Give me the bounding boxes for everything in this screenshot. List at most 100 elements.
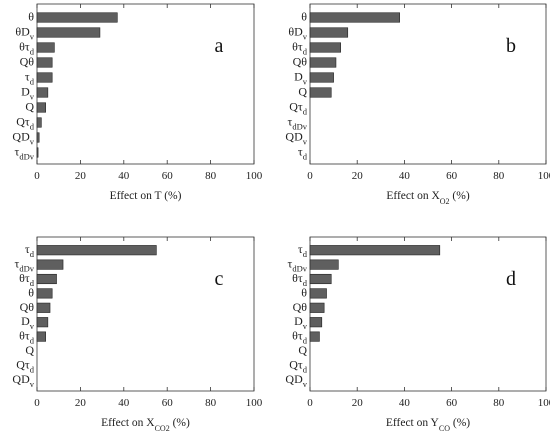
bar [309, 72, 334, 83]
plot-frame [309, 3, 547, 165]
category-label: θτd [19, 271, 35, 288]
category-label: θ [28, 285, 34, 299]
bar [309, 288, 327, 299]
category-label: QDv [285, 129, 307, 146]
bar [36, 317, 49, 328]
x-tick-label: 80 [493, 170, 505, 182]
category-label: τdDv [15, 256, 35, 273]
panel-letter: c [215, 268, 224, 290]
x-tick-label: 20 [352, 170, 364, 182]
x-axis-title: Effect on XO2 (%) [386, 190, 470, 206]
bar [36, 302, 51, 313]
x-tick-label: 40 [118, 170, 130, 182]
category-label: Dv [21, 314, 35, 331]
x-tick-label: 0 [34, 170, 40, 182]
x-tick-label: 100 [246, 397, 263, 409]
x-tick-label: 80 [205, 397, 217, 409]
category-label: Qτd [16, 357, 35, 374]
bar [36, 331, 46, 342]
panel-letter: d [506, 268, 516, 290]
category-label: θτd [19, 39, 35, 56]
bar [309, 317, 323, 328]
bar [309, 245, 441, 256]
x-axis-title: Effect on T (%) [110, 190, 182, 202]
panel-letter: b [506, 35, 516, 57]
bar [309, 302, 325, 313]
bar [36, 259, 64, 270]
category-label: τd [25, 69, 35, 86]
x-tick-label: 20 [75, 170, 87, 182]
bar [309, 259, 339, 270]
x-tick-label: 60 [446, 170, 458, 182]
x-tick-label: 100 [246, 170, 263, 182]
chart-panel-a: 0 20 40 60 80 100θθDvθτdQθτdDvQQτdQDvτdDvaEff… [12, 3, 263, 202]
category-label: Q [298, 84, 307, 98]
category-label: Q [298, 343, 307, 357]
bar [36, 57, 53, 68]
category-label: θτd [292, 271, 308, 288]
bar [309, 331, 320, 342]
category-label: τdDv [15, 144, 35, 161]
category-label: Dv [294, 314, 308, 331]
category-label: Dv [294, 69, 308, 86]
category-label: Qθ [20, 300, 35, 314]
category-label: Qτd [289, 99, 308, 116]
panel-letter: a [215, 35, 224, 57]
x-tick-label: 40 [399, 397, 411, 409]
category-label: τd [25, 242, 35, 259]
x-axis-title: Effect on XCO2 (%) [101, 417, 190, 433]
bar [36, 132, 40, 143]
category-label: QDv [285, 372, 307, 389]
bar [36, 288, 53, 299]
bar [36, 72, 53, 83]
category-label: θ [301, 285, 307, 299]
x-tick-label: 0 [307, 397, 313, 409]
bar [36, 245, 157, 256]
category-label: θDv [15, 24, 34, 41]
bar [36, 117, 42, 128]
category-label: τd [298, 242, 308, 259]
category-label: θDv [288, 24, 307, 41]
category-label: Q [25, 99, 34, 113]
category-label: Q [25, 343, 34, 357]
bar [309, 87, 332, 98]
x-tick-label: 20 [352, 397, 364, 409]
category-label: Qτd [16, 114, 35, 131]
x-tick-label: 0 [307, 170, 313, 182]
bar [36, 12, 118, 23]
x-tick-label: 100 [538, 170, 550, 182]
category-label: θτd [19, 328, 35, 345]
x-tick-label: 100 [538, 397, 550, 409]
category-label: τd [298, 144, 308, 161]
chart-panel-c: 0 20 40 60 80 100τdτdDvθτdθQθDvθτdQQτdQDvcEff… [12, 236, 263, 433]
bar [36, 42, 55, 53]
category-label: Dv [21, 84, 35, 101]
plot-frame [36, 236, 255, 392]
bar [309, 57, 337, 68]
plot-frame [36, 3, 255, 165]
category-label: QDv [12, 129, 34, 146]
bar [36, 102, 46, 113]
bar [36, 27, 101, 38]
bar [309, 12, 400, 23]
category-label: τdDv [288, 114, 308, 131]
bar [36, 147, 39, 158]
category-label: Qθ [20, 54, 35, 68]
category-label: Qτd [289, 357, 308, 374]
x-tick-label: 0 [34, 397, 40, 409]
bar [309, 273, 332, 285]
x-tick-label: 60 [162, 397, 174, 409]
x-axis-title: Effect on YCO (%) [386, 417, 470, 433]
category-label: θτd [292, 39, 308, 56]
category-label: θτd [292, 328, 308, 345]
category-label: θ [28, 9, 34, 23]
plot-frame [309, 236, 547, 392]
x-tick-label: 60 [446, 397, 458, 409]
chart-panel-d: 020406080100τdτdDvθτdθQθDvθτdQQτdQDvdEff… [285, 236, 550, 433]
category-label: τdDv [288, 256, 308, 273]
x-tick-label: 80 [205, 170, 217, 182]
bar [36, 273, 57, 285]
category-label: Qθ [293, 54, 308, 68]
